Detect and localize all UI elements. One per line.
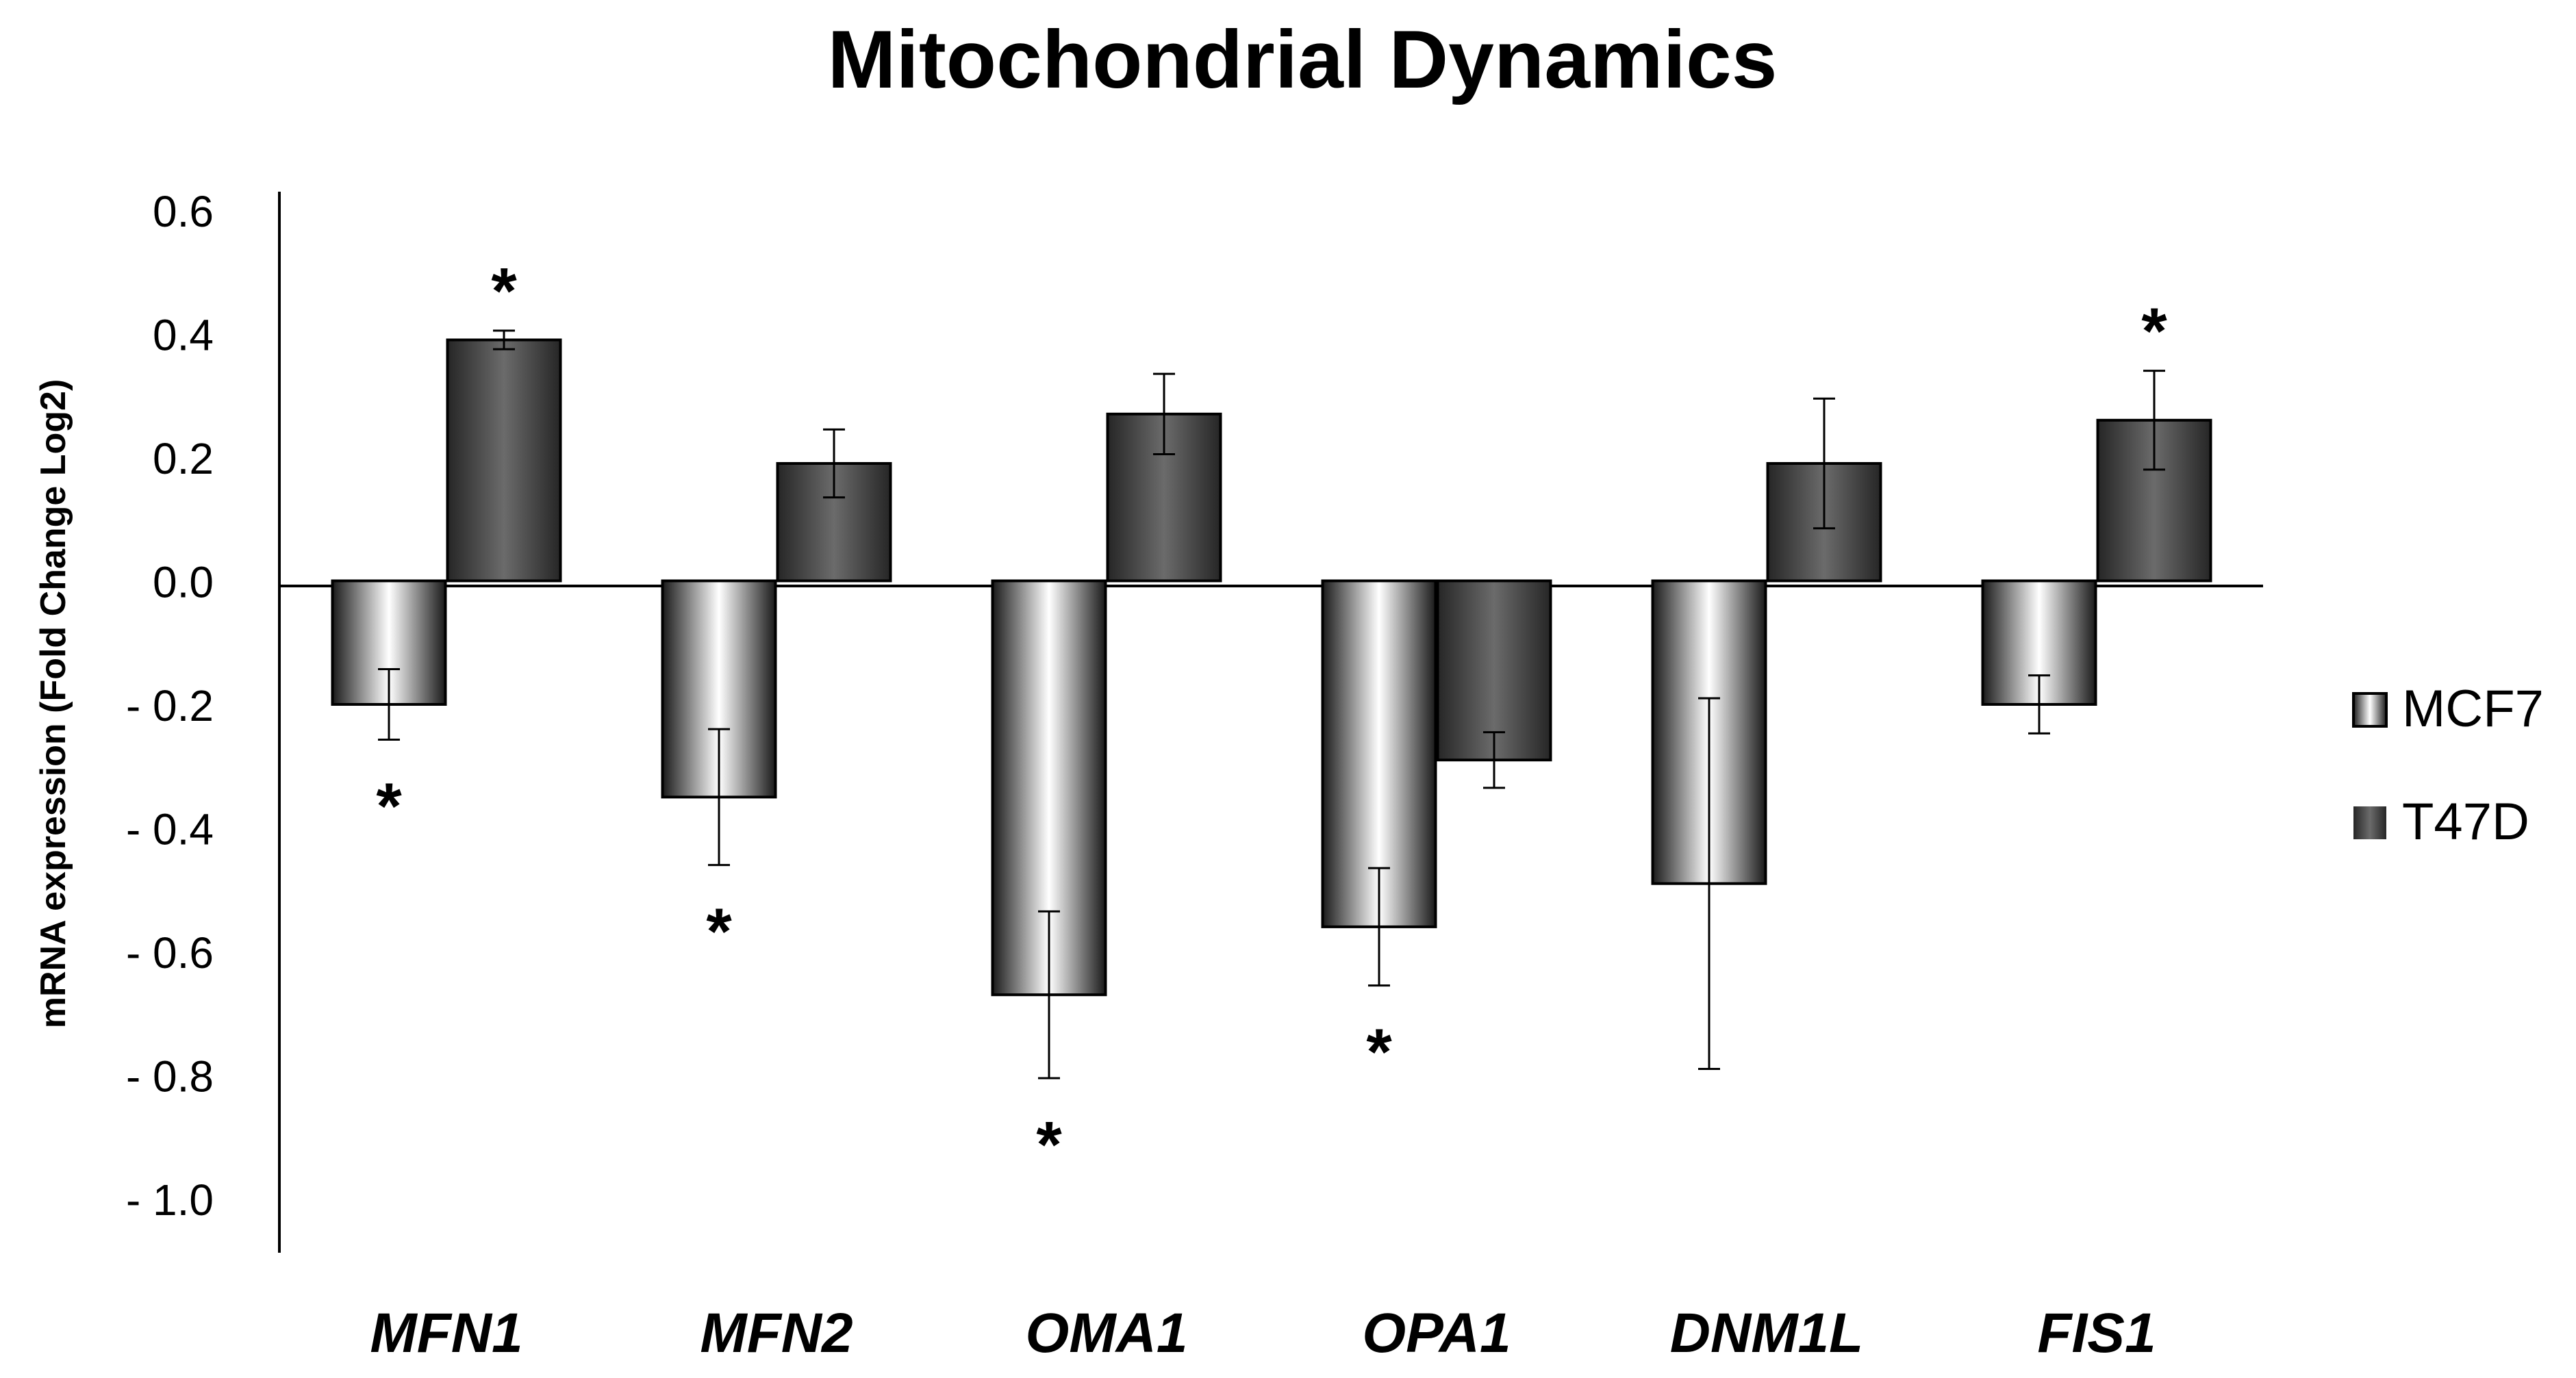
y-tick-label: - 1.0 — [126, 1175, 214, 1225]
legend-swatch-t47d — [2353, 806, 2386, 839]
legend-label-mcf7: MCF7 — [2402, 680, 2544, 738]
y-tick-label: - 0.2 — [126, 681, 214, 730]
y-tick-label: - 0.6 — [126, 928, 214, 978]
x-tick-label: OPA1 — [1362, 1302, 1511, 1364]
x-tick-label: FIS1 — [2037, 1302, 2156, 1364]
x-tick-label: DNM1L — [1670, 1302, 1863, 1364]
y-tick-label: 0.6 — [153, 187, 214, 236]
significance-marker: * — [706, 895, 732, 969]
bar-t47d-mfn1 — [446, 338, 562, 583]
x-tick-label: MFN2 — [700, 1302, 853, 1364]
chart-title: Mitochondrial Dynamics — [828, 14, 1778, 105]
bars: * * * * * * — [331, 255, 2212, 1182]
significance-marker: * — [376, 769, 402, 843]
legend: MCF7 T47D — [2352, 680, 2544, 851]
y-tick-label: - 0.4 — [126, 805, 214, 854]
x-tick-labels: MFN1 MFN2 OMA1 OPA1 DNM1L FIS1 — [370, 1302, 2156, 1364]
significance-marker: * — [2141, 295, 2167, 368]
y-tick-label: - 0.8 — [126, 1052, 214, 1101]
y-axis-label: mRNA expression (Fold Change Log2) — [34, 379, 73, 1029]
x-tick-label: MFN1 — [370, 1302, 522, 1364]
x-tick-label: OMA1 — [1026, 1302, 1188, 1364]
bar-t47d-opa1 — [1436, 579, 1552, 762]
y-tick-label: 0.0 — [153, 558, 214, 607]
significance-marker: * — [1366, 1016, 1392, 1089]
y-tick-labels: 0.6 0.4 0.2 0.0 - 0.2 - 0.4 - 0.6 - 0.8 - 1.0 — [126, 187, 214, 1225]
significance-marker: * — [1036, 1108, 1062, 1182]
y-tick-label: 0.4 — [153, 311, 214, 360]
significance-marker: * — [491, 255, 517, 328]
y-tick-label: 0.2 — [153, 434, 214, 483]
legend-label-t47d: T47D — [2402, 793, 2529, 851]
legend-swatch-mcf7 — [2352, 692, 2388, 728]
